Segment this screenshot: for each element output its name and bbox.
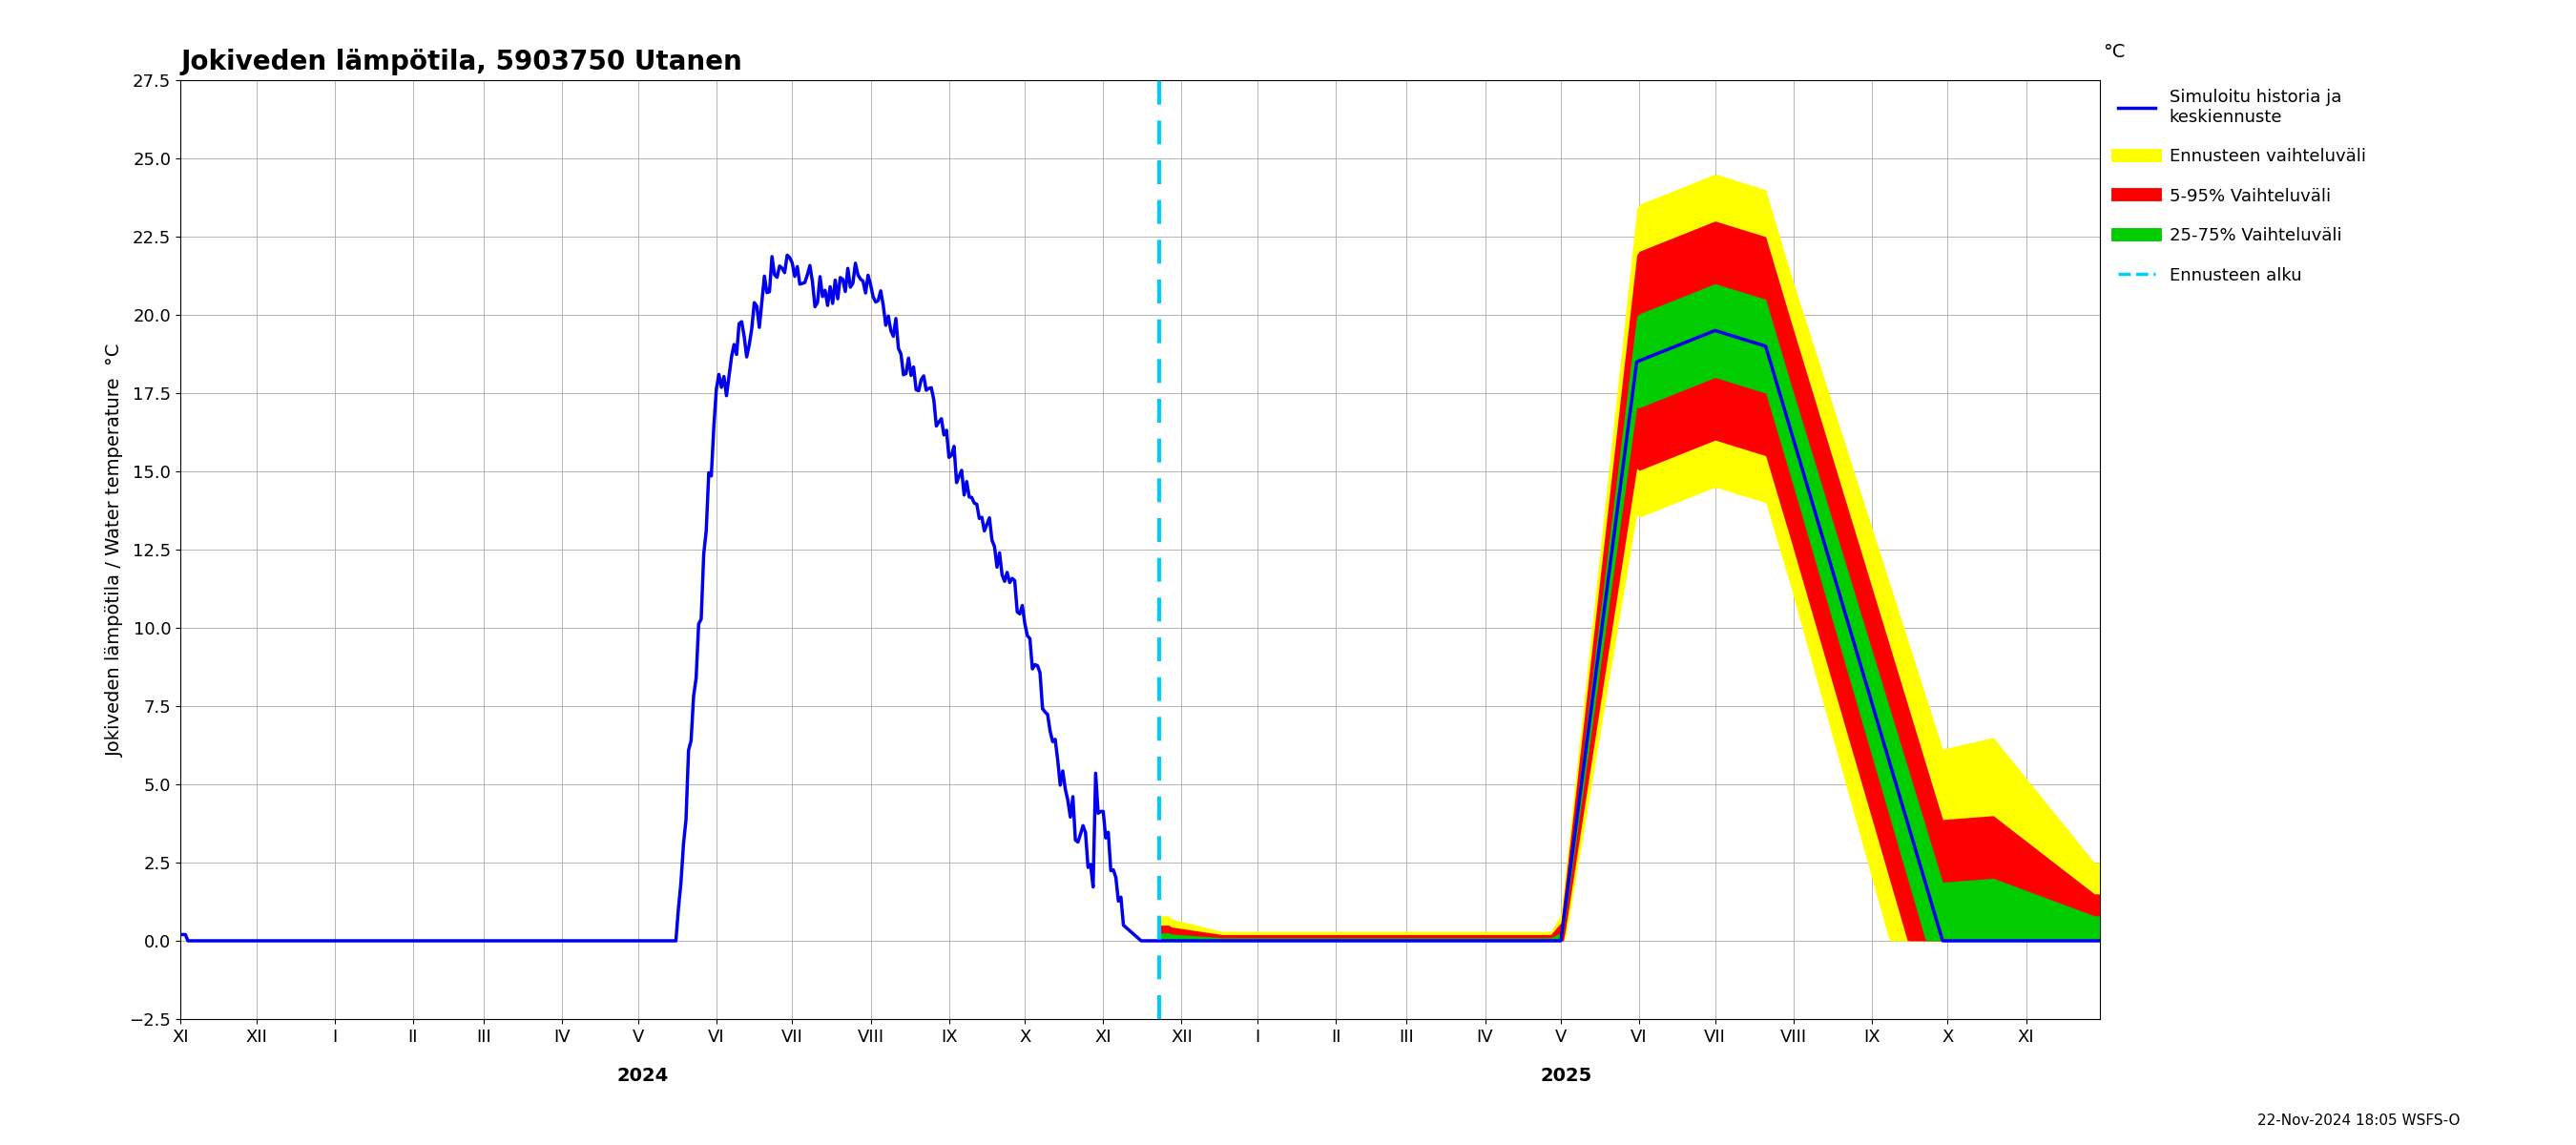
Y-axis label: Jokiveden lämpötila / Water temperature  °C: Jokiveden lämpötila / Water temperature … [106, 342, 124, 757]
Text: 22-Nov-2024 18:05 WSFS-O: 22-Nov-2024 18:05 WSFS-O [2257, 1113, 2460, 1128]
Text: 2024: 2024 [618, 1067, 670, 1085]
Legend: Simuloitu historia ja
keskiennuste, Ennusteen vaihteluväli, 5-95% Vaihteluväli, : Simuloitu historia ja keskiennuste, Ennu… [2117, 89, 2365, 284]
Text: 2025: 2025 [1540, 1067, 1592, 1085]
Text: Jokiveden lämpötila, 5903750 Utanen: Jokiveden lämpötila, 5903750 Utanen [180, 48, 742, 76]
Text: °C: °C [2102, 44, 2125, 62]
